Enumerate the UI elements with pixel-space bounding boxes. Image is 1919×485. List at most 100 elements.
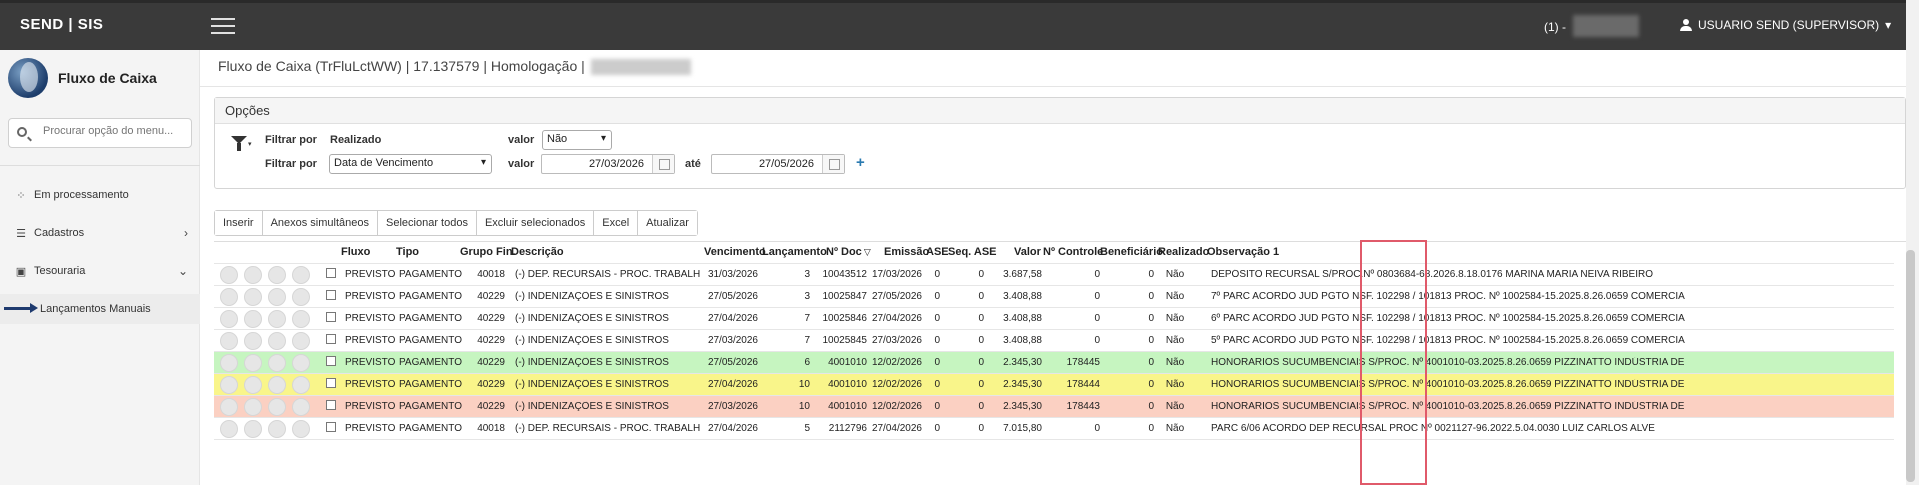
col-seqase[interactable]: Seq. ASE — [948, 246, 997, 258]
sidebar-item-cadastros[interactable]: ☰ Cadastros › — [0, 218, 200, 248]
col-ncontrole[interactable]: Nº Controle — [1043, 246, 1104, 258]
row-checkbox[interactable] — [326, 312, 336, 322]
excel-button[interactable]: Excel — [594, 211, 639, 235]
add-filter-icon[interactable]: + — [856, 154, 865, 171]
edit-icon[interactable] — [244, 310, 262, 328]
attach-icon[interactable] — [292, 266, 310, 284]
col-beneficiario[interactable]: Beneficiário — [1100, 246, 1163, 258]
table-row[interactable]: PREVISTO PAGAMENTO 40229 (-) INDENIZAÇÕES E… — [214, 374, 1894, 396]
row-checkbox[interactable] — [326, 268, 336, 278]
table-row[interactable]: PREVISTO PAGAMENTO 40229 (-) INDENIZAÇÕES E… — [214, 286, 1894, 308]
attach-icon[interactable] — [292, 420, 310, 438]
col-fluxo[interactable]: Fluxo — [341, 246, 371, 258]
options-title[interactable]: Opções — [215, 98, 1905, 124]
delete-icon[interactable] — [268, 398, 286, 416]
insert-button[interactable]: Inserir — [215, 211, 263, 235]
view-icon[interactable] — [220, 310, 238, 328]
table-row[interactable]: PREVISTO PAGAMENTO 40229 (-) INDENIZAÇÕES E… — [214, 308, 1894, 330]
menu-toggle-icon[interactable] — [211, 18, 235, 34]
attach-icon[interactable] — [292, 310, 310, 328]
cell-obs: DEPÓSITO RECURSAL S/PROC.Nº 0803684-68.2… — [1211, 269, 1653, 280]
sidebar-item-tesouraria[interactable]: ▣ Tesouraria ⌄ — [0, 256, 200, 286]
delete-icon[interactable] — [268, 354, 286, 372]
view-icon[interactable] — [220, 376, 238, 394]
col-emissao[interactable]: Emissão — [884, 246, 930, 258]
filter-label-1: Filtrar por — [265, 134, 317, 146]
row-checkbox[interactable] — [326, 290, 336, 300]
col-tipo[interactable]: Tipo — [396, 246, 420, 258]
col-lancamento[interactable]: Lançamento — [762, 246, 827, 258]
date-to-field[interactable]: 27/05/2026 — [711, 154, 845, 174]
view-icon[interactable] — [220, 398, 238, 416]
col-observacao[interactable]: Observação 1 — [1207, 246, 1280, 258]
filter-field-select[interactable]: Data de Vencimento ▾ — [329, 154, 492, 174]
cell-valor: 2.345,30 — [1003, 357, 1042, 368]
attach-icon[interactable] — [292, 288, 310, 306]
delete-icon[interactable] — [268, 420, 286, 438]
calendar-icon[interactable] — [652, 155, 674, 173]
row-checkbox[interactable] — [326, 356, 336, 366]
date-from-field[interactable]: 27/03/2026 — [541, 154, 675, 174]
sidebar: Fluxo de Caixa ⁘ Em processamento ☰ Cada… — [0, 50, 200, 485]
menu-search-input[interactable] — [43, 125, 189, 137]
view-icon[interactable] — [220, 420, 238, 438]
sidebar-item-lancamentos-manuais[interactable]: Lançamentos Manuais — [0, 294, 200, 324]
realizado-value-select[interactable]: Não ▾ — [542, 130, 612, 150]
delete-icon[interactable] — [268, 376, 286, 394]
attach-icon[interactable] — [292, 398, 310, 416]
row-checkbox[interactable] — [326, 378, 336, 388]
attachments-button[interactable]: Anexos simultâneos — [262, 211, 379, 235]
view-icon[interactable] — [220, 266, 238, 284]
view-icon[interactable] — [220, 332, 238, 350]
col-vencimento[interactable]: Vencimento — [704, 246, 766, 258]
table-row[interactable]: PREVISTO PAGAMENTO 40229 (-) INDENIZAÇÕES E… — [214, 330, 1894, 352]
cell-seqase: 0 — [978, 313, 984, 324]
col-grupo[interactable]: Grupo Fin. — [460, 246, 516, 258]
delete-icon[interactable] — [268, 332, 286, 350]
table-row[interactable]: PREVISTO PAGAMENTO 40229 (-) INDENIZAÇÕES E… — [214, 352, 1894, 374]
delete-icon[interactable] — [268, 310, 286, 328]
edit-icon[interactable] — [244, 376, 262, 394]
filter-label-2: Filtrar por — [265, 158, 317, 170]
sidebar-item-em-processamento[interactable]: ⁘ Em processamento — [0, 180, 200, 210]
view-icon[interactable] — [220, 354, 238, 372]
edit-icon[interactable] — [244, 266, 262, 284]
table-row[interactable]: PREVISTO PAGAMENTO 40018 (-) DEP. RECURSAIS… — [214, 418, 1894, 440]
delete-icon[interactable] — [268, 288, 286, 306]
refresh-button[interactable]: Atualizar — [638, 211, 697, 235]
cell-fluxo: PREVISTO — [345, 357, 395, 368]
attach-icon[interactable] — [292, 376, 310, 394]
edit-icon[interactable] — [244, 420, 262, 438]
filter-icon[interactable]: ▾ — [231, 136, 252, 154]
calendar-icon[interactable] — [822, 155, 844, 173]
edit-icon[interactable] — [244, 332, 262, 350]
table-row[interactable]: PREVISTO PAGAMENTO 40018 (-) DEP. RECURSAIS… — [214, 264, 1894, 286]
cell-lancamento: 6 — [804, 357, 810, 368]
brand-logo[interactable]: SEND | SIS — [20, 16, 104, 33]
select-all-button[interactable]: Selecionar todos — [378, 211, 477, 235]
col-descricao[interactable]: Descrição — [511, 246, 564, 258]
delete-icon[interactable] — [268, 266, 286, 284]
delete-selected-button[interactable]: Excluir selecionados — [476, 211, 595, 235]
col-ndoc[interactable]: Nº Doc ▽ — [826, 246, 871, 258]
cell-vencimento: 27/05/2026 — [707, 291, 758, 302]
company-selector[interactable]: (1) - — [1544, 20, 1566, 34]
attach-icon[interactable] — [292, 332, 310, 350]
filter-field-2: Data de Vencimento — [334, 157, 434, 169]
row-checkbox[interactable] — [326, 422, 336, 432]
row-checkbox[interactable] — [326, 400, 336, 410]
cell-ndoc: 4001010 — [828, 357, 867, 368]
page-scrollbar[interactable] — [1906, 250, 1915, 482]
col-ase[interactable]: ASE — [926, 246, 949, 258]
menu-search[interactable] — [8, 118, 192, 148]
edit-icon[interactable] — [244, 288, 262, 306]
table-row[interactable]: PREVISTO PAGAMENTO 40229 (-) INDENIZAÇÕES E… — [214, 396, 1894, 418]
col-realizado[interactable]: Realizado — [1158, 246, 1210, 258]
row-checkbox[interactable] — [326, 334, 336, 344]
attach-icon[interactable] — [292, 354, 310, 372]
col-valor[interactable]: Valor — [1014, 246, 1041, 258]
edit-icon[interactable] — [244, 398, 262, 416]
view-icon[interactable] — [220, 288, 238, 306]
user-menu[interactable]: USUARIO SEND (SUPERVISOR) ▾ — [1680, 18, 1891, 32]
edit-icon[interactable] — [244, 354, 262, 372]
